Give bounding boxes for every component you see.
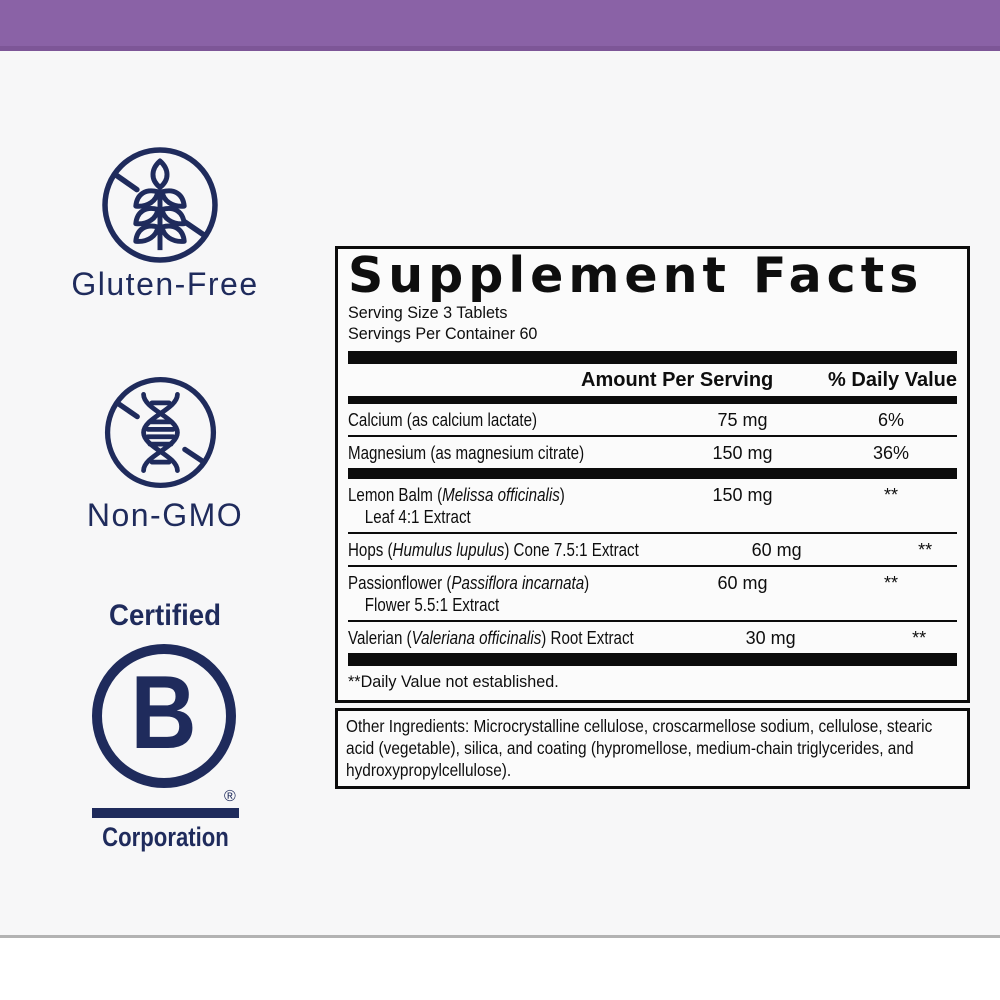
- nutrient-row: Valerian (Valeriana officinalis) Root Ex…: [348, 622, 957, 653]
- nutrient-row: Magnesium (as magnesium citrate) 150 mg 36…: [348, 437, 957, 468]
- nutrient-row: Calcium (as calcium lactate) 75 mg 6%: [348, 404, 957, 435]
- daily-value: **: [918, 540, 933, 560]
- divider-bar-thick: [348, 653, 957, 666]
- other-ingredients-box: Other Ingredients: Microcrystalline cell…: [335, 708, 970, 789]
- bcorp-corporation-label: Corporation: [102, 822, 229, 852]
- row-separator: [348, 620, 957, 622]
- daily-value: **: [883, 485, 898, 505]
- divider-bar-thick: [348, 351, 957, 364]
- bcorp-circle-logo: B: [92, 644, 236, 788]
- amount-value: 30 mg: [745, 628, 796, 648]
- bottom-divider-line: [0, 935, 1000, 938]
- sf-rows: Calcium (as calcium lactate) 75 mg 6% Magne…: [348, 404, 957, 666]
- bcorp-underline-bar: [92, 808, 239, 818]
- column-header-row: Amount Per Serving % Daily Value: [348, 364, 957, 396]
- row-separator: [348, 565, 957, 567]
- daily-value: **: [912, 628, 927, 648]
- nutrient-row: Lemon Balm (Melissa officinalis) Leaf 4:1…: [348, 479, 957, 532]
- non-gmo-label: Non-GMO: [86, 497, 244, 533]
- daily-value-header: % Daily Value: [828, 369, 957, 391]
- amount-per-serving-header: Amount Per Serving: [581, 369, 774, 391]
- nutrient-row: Hops (Humulus lupulus) Cone 7.5:1 Extrac…: [348, 534, 957, 565]
- amount-value: 150 mg: [712, 485, 773, 505]
- daily-value: **: [883, 573, 898, 593]
- amount-value: 75 mg: [717, 410, 768, 430]
- nutrient-row: Passionflower (Passiflora incarnata) Flow…: [348, 567, 957, 620]
- daily-value-footnote: **Daily Value not established.: [348, 672, 559, 691]
- registered-trademark-icon: ®: [224, 788, 236, 805]
- serving-size-text: Serving Size 3 Tablets: [348, 303, 508, 322]
- supplement-facts-title: Supplement Facts: [348, 247, 924, 304]
- amount-value: 60 mg: [751, 540, 802, 560]
- top-purple-bar: [0, 0, 1000, 46]
- other-ingredients-text: Other Ingredients: Microcrystalline cell…: [346, 716, 933, 780]
- top-purple-bar-edge: [0, 46, 1000, 51]
- bcorp-b-letter: B: [130, 655, 198, 771]
- row-separator: [348, 435, 957, 437]
- gluten-free-icon: [102, 147, 218, 263]
- servings-per-container-text: Servings Per Container 60: [348, 324, 538, 343]
- amount-value: 150 mg: [712, 443, 773, 463]
- divider-bar-thick: [348, 468, 957, 479]
- divider-bar-medium: [348, 396, 957, 404]
- daily-value: 36%: [872, 443, 910, 463]
- row-separator: [348, 532, 957, 534]
- gluten-free-label: Gluten-Free: [71, 266, 259, 302]
- bcorp-certified-label: Certified: [109, 599, 221, 632]
- daily-value: 6%: [877, 410, 904, 430]
- amount-value: 60 mg: [717, 573, 768, 593]
- supplement-facts-panel: Supplement Facts Serving Size 3 Tablets …: [335, 246, 970, 703]
- non-gmo-icon: [104, 376, 217, 489]
